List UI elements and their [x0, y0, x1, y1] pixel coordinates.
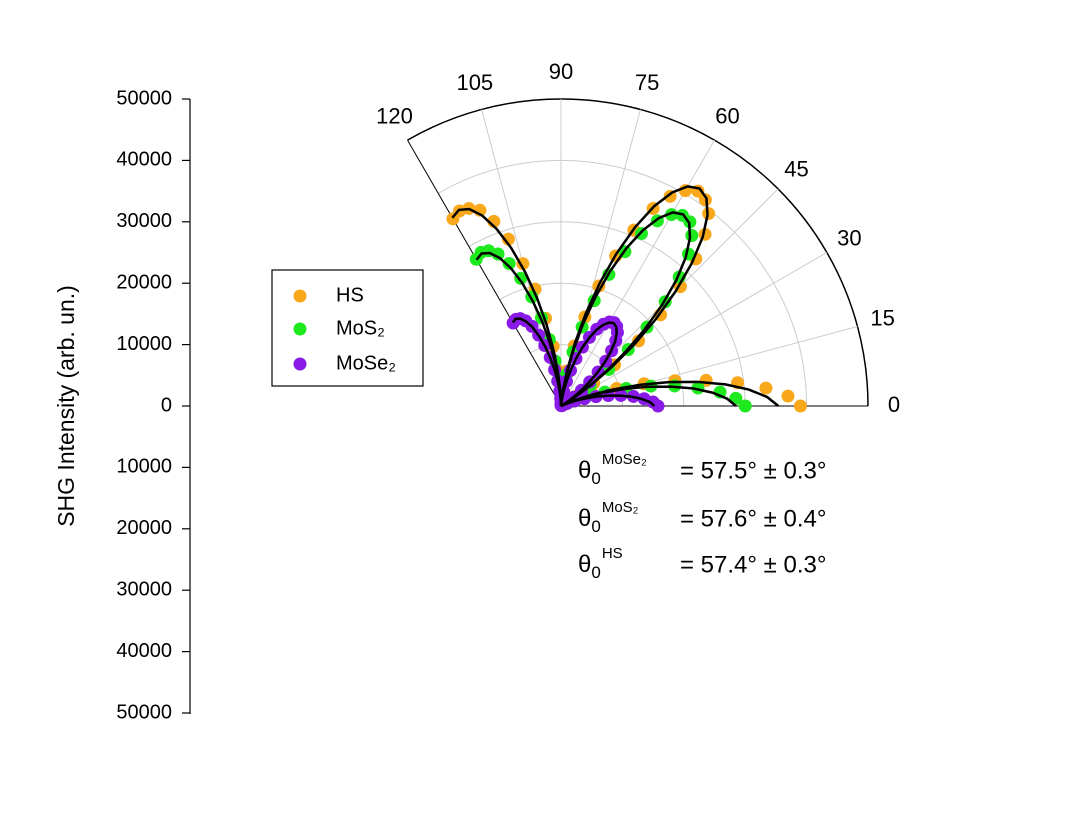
angular-tick-label: 105	[456, 70, 493, 95]
annotation-value: = 57.4° ± 0.3°	[680, 551, 826, 578]
data-point	[446, 212, 460, 226]
data-point	[685, 229, 699, 243]
angular-tick-label: 15	[870, 306, 894, 331]
annotation-subscript: 0	[591, 517, 600, 536]
angular-grid	[560, 139, 715, 407]
annotation-label: θ0MoSe₂	[578, 451, 647, 489]
y-tick-label: 0	[161, 394, 172, 416]
y-tick-label: 20000	[116, 517, 172, 539]
y-tick-label: 10000	[116, 456, 172, 478]
data-point	[781, 389, 795, 403]
legend-marker	[293, 289, 307, 303]
fit-line	[475, 211, 737, 408]
annotation-superscript: MoSe₂	[602, 451, 647, 468]
legend-label: HS	[336, 284, 364, 306]
legend-label: MoSe₂	[336, 352, 396, 374]
data-point	[502, 256, 516, 270]
legend-label: MoS₂	[336, 317, 385, 339]
legend-marker	[293, 357, 307, 371]
y-tick-label: 40000	[116, 149, 172, 171]
y-tick-label: 30000	[116, 210, 172, 232]
annotation-superscript: HS	[602, 545, 623, 562]
y-tick-label: 20000	[116, 271, 172, 293]
data-point	[759, 381, 773, 395]
annotation-label: θ0HS	[578, 545, 623, 583]
annotation-symbol: θ	[578, 551, 591, 578]
angular-tick-label: 60	[715, 103, 739, 128]
data-point	[793, 399, 807, 413]
y-tick-label: 50000	[116, 87, 172, 109]
radial-grid	[437, 159, 808, 407]
angular-tick-label: 45	[784, 156, 808, 181]
angular-tick-label: 0	[888, 392, 900, 417]
annotation-label: θ0MoS₂	[578, 499, 639, 537]
y-tick-label: 40000	[116, 640, 172, 662]
angular-tick-label: 90	[549, 59, 573, 84]
y-tick-label: 50000	[116, 701, 172, 723]
angular-grid	[407, 139, 562, 407]
annotation-symbol: θ	[578, 457, 591, 484]
annotation-subscript: 0	[591, 469, 600, 488]
angular-tick-label: 120	[376, 103, 413, 128]
annotation-symbol: θ	[578, 505, 591, 532]
annotation-superscript: MoS₂	[602, 499, 639, 516]
annotation-subscript: 0	[591, 563, 600, 582]
annotation-value: = 57.6° ± 0.4°	[680, 505, 826, 532]
data-point	[501, 232, 515, 246]
angular-tick-label: 30	[837, 225, 861, 250]
data-point	[665, 208, 679, 222]
fit-line	[511, 317, 656, 408]
annotation-value: = 57.5° ± 0.3°	[680, 457, 826, 484]
angular-tick-label: 75	[635, 70, 659, 95]
y-tick-label: 10000	[116, 333, 172, 355]
legend-marker	[293, 322, 307, 336]
angular-grid	[560, 252, 828, 407]
y-tick-label: 30000	[116, 578, 172, 600]
y-axis-title: SHG Intensity (arb. un.)	[53, 285, 79, 527]
data-point	[738, 399, 752, 413]
